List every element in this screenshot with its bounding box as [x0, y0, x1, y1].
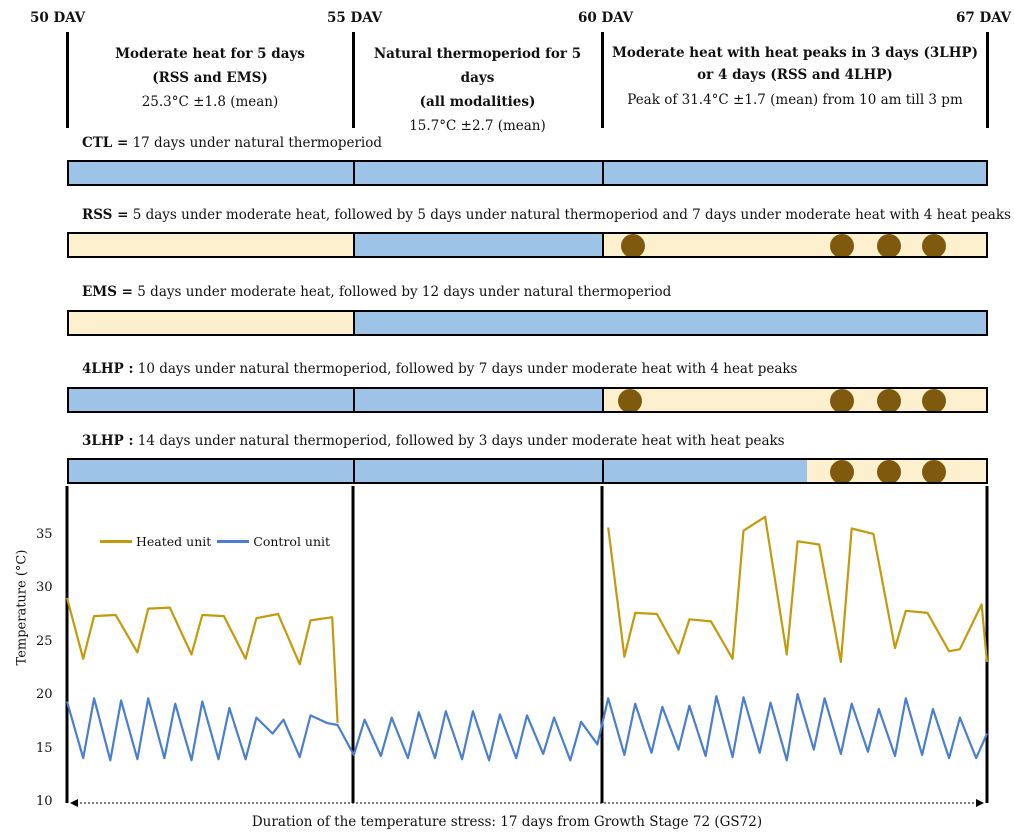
day-separator — [353, 162, 355, 184]
day-separator — [602, 162, 604, 184]
modality-bar-3lhp — [67, 458, 988, 484]
legend-swatch-heated — [100, 540, 132, 543]
duration-arrow-left-head — [70, 799, 78, 807]
chart-legend: Heated unit Control unit — [100, 534, 330, 549]
natural-thermoperiod-segment — [355, 234, 604, 256]
heat-peak-dot — [621, 234, 645, 256]
y-axis-label: Temperature (°C) — [14, 549, 30, 666]
modality-code: EMS = — [82, 284, 133, 300]
dav-label-50: 50 DAV — [30, 10, 86, 26]
modality-description: 14 days under natural thermoperiod, foll… — [133, 433, 785, 449]
modality-code: RSS = — [82, 207, 129, 223]
modality-bar-ctl — [67, 160, 988, 186]
modality-label-rss: RSS = 5 days under moderate heat, follow… — [82, 207, 1011, 223]
modality-code: CTL = — [82, 135, 129, 151]
modality-label-ems: EMS = 5 days under moderate heat, follow… — [82, 284, 671, 300]
phase-natural-thermoperiod: Natural thermoperiod for 5 days (all mod… — [355, 42, 600, 138]
legend-label-control: Control unit — [253, 534, 331, 549]
heated-unit-line — [607, 515, 989, 664]
phase-title: Moderate heat with heat peaks in 3 days … — [611, 45, 979, 61]
modality-description: 10 days under natural thermoperiod, foll… — [133, 361, 798, 377]
day-separator — [353, 389, 355, 411]
phase-title: Natural thermoperiod for 5 days — [373, 46, 582, 86]
heat-peak-dot — [830, 389, 854, 411]
phase-mean: Peak of 31.4°C ±1.7 (mean) from 10 am ti… — [627, 92, 963, 108]
heat-peak-dot — [877, 234, 901, 256]
modality-code: 3LHP : — [82, 433, 134, 449]
modality-bar-ems — [67, 310, 988, 336]
y-tick-label: 20 — [36, 687, 53, 703]
moderate-heat-segment — [69, 312, 355, 334]
heat-peak-dot — [877, 389, 901, 411]
natural-thermoperiod-segment — [69, 162, 986, 184]
legend-label-heated: Heated unit — [136, 534, 212, 549]
day-separator — [353, 460, 355, 482]
phase-mean: 25.3°C ±1.8 (mean) — [141, 94, 279, 110]
modality-code: 4LHP : — [82, 361, 134, 377]
modality-bar-4lhp — [67, 387, 988, 413]
day-separator — [602, 460, 604, 482]
modality-description: 5 days under moderate heat, followed by … — [128, 207, 1011, 223]
y-tick-label: 30 — [36, 580, 53, 596]
timeline-line-50 — [66, 32, 69, 128]
dav-label-60: 60 DAV — [578, 10, 634, 26]
y-tick-label: 35 — [36, 527, 53, 542]
y-tick-label: 25 — [36, 633, 53, 649]
phase-title: Moderate heat for 5 days — [115, 46, 305, 62]
heat-peak-dot — [830, 460, 854, 482]
modality-label-3lhp: 3LHP : 14 days under natural thermoperio… — [82, 433, 785, 449]
dav-label-55: 55 DAV — [327, 10, 383, 26]
phase-subtitle: (RSS and EMS) — [152, 70, 268, 86]
heat-peak-dot — [922, 389, 946, 411]
modality-description: 17 days under natural thermoperiod — [128, 135, 382, 151]
timeline-line-67 — [986, 32, 989, 128]
heat-peak-dot — [830, 234, 854, 256]
control-unit-line — [65, 692, 989, 762]
day-separator — [353, 234, 355, 256]
heated-unit-line — [65, 597, 339, 723]
phase-mean: 15.7°C ±2.7 (mean) — [409, 118, 546, 134]
day-separator — [353, 312, 355, 334]
natural-thermoperiod-segment — [69, 389, 604, 411]
modality-bar-rss — [67, 232, 988, 258]
duration-arrow-right-head — [976, 799, 984, 807]
legend-swatch-control — [217, 540, 250, 543]
modality-description: 5 days under moderate heat, followed by … — [133, 284, 672, 300]
moderate-heat-segment — [69, 234, 355, 256]
modality-label-4lhp: 4LHP : 10 days under natural thermoperio… — [82, 361, 798, 377]
y-tick-label: 10 — [36, 794, 53, 809]
natural-thermoperiod-segment — [69, 460, 807, 482]
natural-thermoperiod-segment — [355, 312, 986, 334]
timeline-line-55 — [352, 32, 355, 128]
modality-label-ctl: CTL = 17 days under natural thermoperiod — [82, 135, 382, 151]
heat-peak-dot — [922, 460, 946, 482]
timeline-line-60 — [601, 32, 604, 128]
phase-subtitle: or 4 days (RSS and 4LHP) — [697, 67, 893, 83]
x-axis-label: Duration of the temperature stress: 17 d… — [251, 814, 763, 830]
y-tick-label: 15 — [36, 740, 53, 756]
heat-peak-dot — [877, 460, 901, 482]
day-separator — [602, 234, 604, 256]
phase-subtitle: (all modalities) — [419, 94, 536, 110]
phase-moderate-heat: Moderate heat for 5 days (RSS and EMS) 2… — [70, 42, 350, 114]
dav-label-67: 67 DAV — [956, 10, 1012, 26]
heat-peak-dot — [922, 234, 946, 256]
day-separator — [602, 389, 604, 411]
heat-peak-dot — [618, 389, 642, 411]
phase-heat-peaks: Moderate heat with heat peaks in 3 days … — [604, 42, 986, 111]
